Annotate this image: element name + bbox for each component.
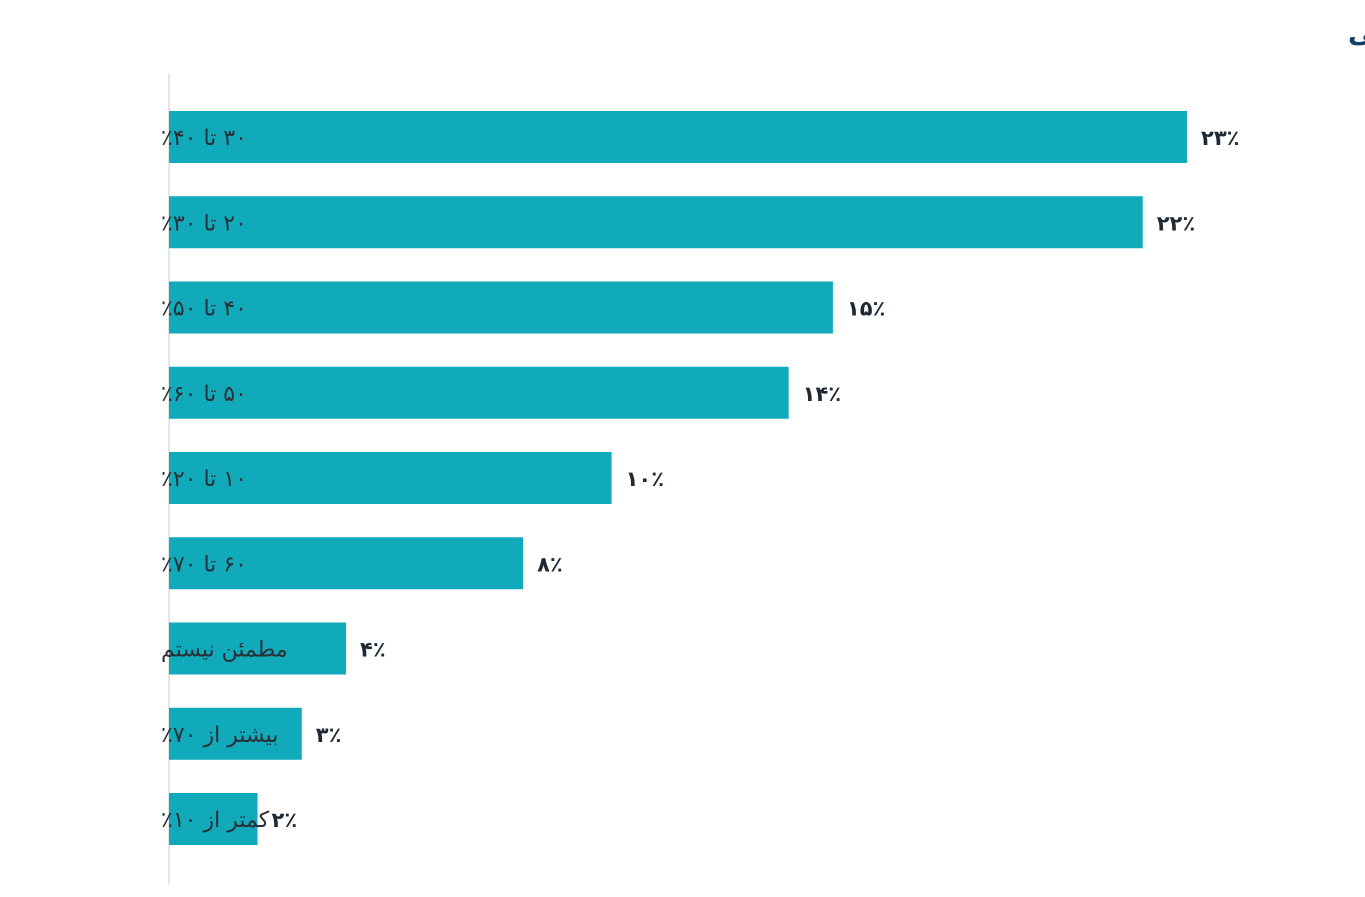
category-label-2: ۴۰ تا ۵۰٪ [161, 297, 247, 322]
bar-1 [169, 196, 1143, 249]
category-label-6: مطمئن نیستم [161, 638, 288, 663]
bar-7 [169, 707, 302, 760]
value-label-8: ۲٪ [272, 808, 298, 832]
value-label-7: ۳٪ [316, 723, 342, 747]
category-label-3: ۵۰ تا ۶۰٪ [161, 382, 247, 407]
value-label-0: ۲۳٪ [1201, 126, 1239, 150]
bar-0 [169, 111, 1187, 163]
category-label-0: ۳۰ تا ۴۰٪ [161, 126, 247, 151]
category-label-1: ۲۰ تا ۳۰٪ [161, 211, 247, 236]
bar-6 [169, 622, 347, 675]
category-label-8: کمتر از ۱۰٪ [161, 808, 270, 833]
category-label-5: ۶۰ تا ۷۰٪ [161, 552, 247, 577]
bar-4 [169, 452, 612, 504]
value-label-5: ۸٪ [537, 552, 563, 576]
value-label-2: ۱۵٪ [847, 297, 885, 321]
bars-group: ۲۳٪ ۳۰ تا ۴۰٪ ۲۲٪ ۲۰ تا ۳۰٪ ۱۵٪ ۴۰ تا ۵۰٪ ۱۴٪ ۵… [161, 111, 1239, 845]
category-label-4: ۱۰ تا ۲۰٪ [161, 467, 247, 492]
value-label-3: ۱۴٪ [803, 382, 841, 406]
bar-5 [169, 537, 524, 590]
bar-2 [169, 281, 833, 334]
bar-3 [169, 366, 789, 419]
chart-title: میانگین نرخ باز شدن ایمیل‌های بازاریابی [1348, 17, 1365, 49]
value-label-4: ۱۰٪ [626, 467, 664, 491]
value-label-6: ۴٪ [360, 638, 386, 662]
value-label-1: ۲۲٪ [1157, 211, 1195, 235]
category-label-7: بیشتر از ۷۰٪ [161, 723, 278, 748]
bar-8 [169, 793, 258, 845]
